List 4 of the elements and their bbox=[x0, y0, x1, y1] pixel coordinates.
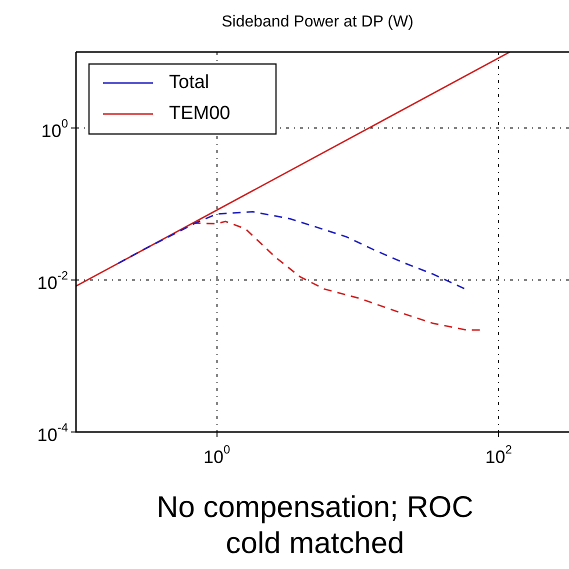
legend-label: TEM00 bbox=[169, 103, 230, 124]
chart-title: Sideband Power at DP (W) bbox=[222, 13, 414, 30]
legend-label: Total bbox=[169, 72, 210, 94]
text: No compensation; ROC cold matched bbox=[156, 490, 474, 562]
